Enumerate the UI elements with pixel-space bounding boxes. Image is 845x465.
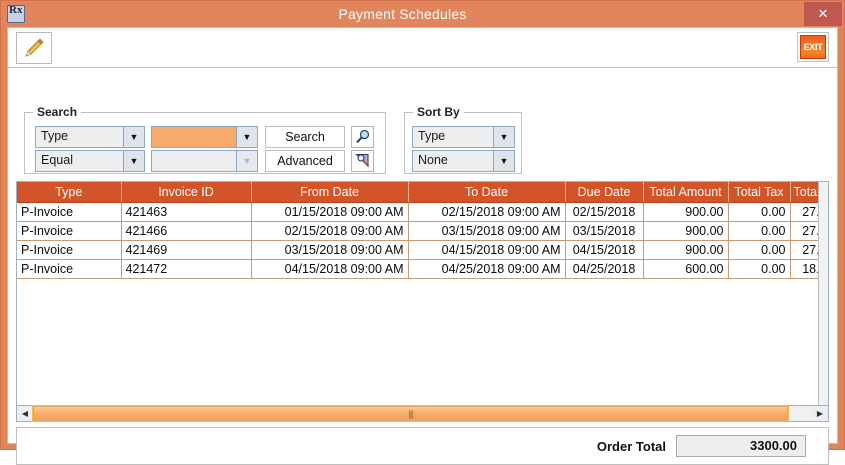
toolbar: EXIT	[8, 28, 837, 68]
rx-document-icon	[7, 5, 25, 23]
scroll-right-arrow-icon[interactable]: ▶	[812, 406, 828, 421]
search-value2-input[interactable]: ▼	[151, 150, 258, 172]
magnifier-icon	[355, 129, 371, 145]
magnifier-icon-button[interactable]	[351, 126, 374, 148]
chevron-down-icon: ▼	[236, 151, 257, 171]
search-operator-value: Equal	[36, 151, 123, 171]
payment-schedules-grid[interactable]: Type Invoice ID From Date To Date Due Da…	[16, 181, 829, 412]
scroll-track[interactable]: |||	[32, 405, 812, 422]
cell-to-date: 03/15/2018 09:00 AM	[408, 221, 566, 241]
order-total-value: 3300.00	[676, 435, 806, 457]
column-header-type[interactable]: Type	[17, 182, 122, 203]
table-row[interactable]: P-Invoice 421469 03/15/2018 09:00 AM 04/…	[17, 240, 828, 260]
chevron-down-icon[interactable]: ▼	[123, 151, 144, 171]
cell-total-amount: 900.00	[643, 221, 729, 241]
edit-button[interactable]	[16, 32, 52, 64]
cell-invoice-id: 421469	[121, 240, 252, 260]
cell-total-amount: 900.00	[643, 240, 729, 260]
cell-invoice-id: 421466	[121, 221, 252, 241]
order-total-label: Order Total	[596, 438, 666, 454]
chevron-down-icon[interactable]: ▼	[236, 127, 257, 147]
table-row[interactable]: P-Invoice 421466 02/15/2018 09:00 AM 03/…	[17, 221, 828, 241]
pencil-edit-icon	[23, 37, 45, 59]
magnifier-pencil-icon	[354, 153, 371, 169]
sort-primary-value: Type	[413, 127, 493, 147]
cell-to-date: 02/15/2018 09:00 AM	[408, 202, 566, 222]
cell-from-date: 03/15/2018 09:00 AM	[251, 240, 409, 260]
cell-total-tax: 0.00	[728, 240, 791, 260]
cell-due-date: 04/25/2018	[565, 259, 644, 279]
title-bar: Payment Schedules ✕	[1, 1, 844, 27]
table-row[interactable]: P-Invoice 421472 04/15/2018 09:00 AM 04/…	[17, 259, 828, 279]
grid-vertical-scrollbar[interactable]	[818, 182, 828, 411]
chevron-down-icon[interactable]: ▼	[123, 127, 144, 147]
exit-label: EXIT	[800, 35, 826, 59]
table-row[interactable]: P-Invoice 421463 01/15/2018 09:00 AM 02/…	[17, 202, 828, 222]
order-total-panel: Order Total 3300.00	[16, 427, 829, 465]
cell-type: P-Invoice	[17, 202, 122, 222]
cell-invoice-id: 421472	[121, 259, 252, 279]
column-header-total-amount[interactable]: Total Amount	[643, 182, 729, 203]
search-group: Search Type ▼ Equal ▼ ▼ ▼ Search Advance…	[24, 105, 386, 174]
cell-type: P-Invoice	[17, 221, 122, 241]
close-icon[interactable]: ✕	[804, 2, 842, 26]
cell-type: P-Invoice	[17, 259, 122, 279]
search-field-select[interactable]: Type ▼	[35, 126, 145, 148]
cell-total-tax: 0.00	[728, 202, 791, 222]
search-operator-select[interactable]: Equal ▼	[35, 150, 145, 172]
sort-secondary-value: None	[413, 151, 493, 171]
window-title: Payment Schedules	[338, 6, 467, 22]
cell-due-date: 04/15/2018	[565, 240, 644, 260]
cell-to-date: 04/15/2018 09:00 AM	[408, 240, 566, 260]
cell-to-date: 04/25/2018 09:00 AM	[408, 259, 566, 279]
advanced-search-icon-button[interactable]	[351, 150, 374, 172]
cell-total-amount: 600.00	[643, 259, 729, 279]
cell-from-date: 01/15/2018 09:00 AM	[251, 202, 409, 222]
search-button[interactable]: Search	[265, 126, 345, 148]
grid-header-row: Type Invoice ID From Date To Date Due Da…	[17, 182, 828, 203]
scroll-thumb[interactable]: |||	[32, 405, 789, 422]
chevron-down-icon[interactable]: ▼	[493, 151, 514, 171]
exit-button[interactable]: EXIT	[797, 32, 829, 62]
grid-horizontal-scrollbar[interactable]: ◀ ||| ▶	[16, 405, 829, 422]
advanced-button[interactable]: Advanced	[265, 150, 345, 172]
scroll-grip-icon: |||	[408, 408, 413, 419]
cell-total-amount: 900.00	[643, 202, 729, 222]
cell-total-tax: 0.00	[728, 221, 791, 241]
search-value-input[interactable]: ▼	[151, 126, 258, 148]
sort-secondary-select[interactable]: None ▼	[412, 150, 515, 172]
search-value-text	[152, 127, 236, 147]
cell-total-tax: 0.00	[728, 259, 791, 279]
sort-by-legend: Sort By	[413, 105, 464, 119]
column-header-total-tax[interactable]: Total Tax	[728, 182, 791, 203]
cell-from-date: 02/15/2018 09:00 AM	[251, 221, 409, 241]
column-header-from-date[interactable]: From Date	[251, 182, 409, 203]
scroll-left-arrow-icon[interactable]: ◀	[17, 406, 33, 421]
search-field-value: Type	[36, 127, 123, 147]
cell-type: P-Invoice	[17, 240, 122, 260]
search-value2-text	[152, 151, 236, 171]
cell-invoice-id: 421463	[121, 202, 252, 222]
cell-from-date: 04/15/2018 09:00 AM	[251, 259, 409, 279]
grid-table: Type Invoice ID From Date To Date Due Da…	[17, 182, 828, 279]
cell-due-date: 02/15/2018	[565, 202, 644, 222]
column-header-to-date[interactable]: To Date	[408, 182, 566, 203]
client-area: EXIT Search Type ▼ Equal ▼ ▼ ▼ Search	[7, 27, 838, 465]
sort-by-group: Sort By Type ▼ None ▼	[404, 105, 522, 174]
search-group-legend: Search	[33, 105, 82, 119]
column-header-due-date[interactable]: Due Date	[565, 182, 644, 203]
cell-due-date: 03/15/2018	[565, 221, 644, 241]
payment-schedules-window: Payment Schedules ✕ EXIT	[0, 0, 845, 450]
sort-primary-select[interactable]: Type ▼	[412, 126, 515, 148]
column-header-invoice-id[interactable]: Invoice ID	[121, 182, 252, 203]
chevron-down-icon[interactable]: ▼	[493, 127, 514, 147]
